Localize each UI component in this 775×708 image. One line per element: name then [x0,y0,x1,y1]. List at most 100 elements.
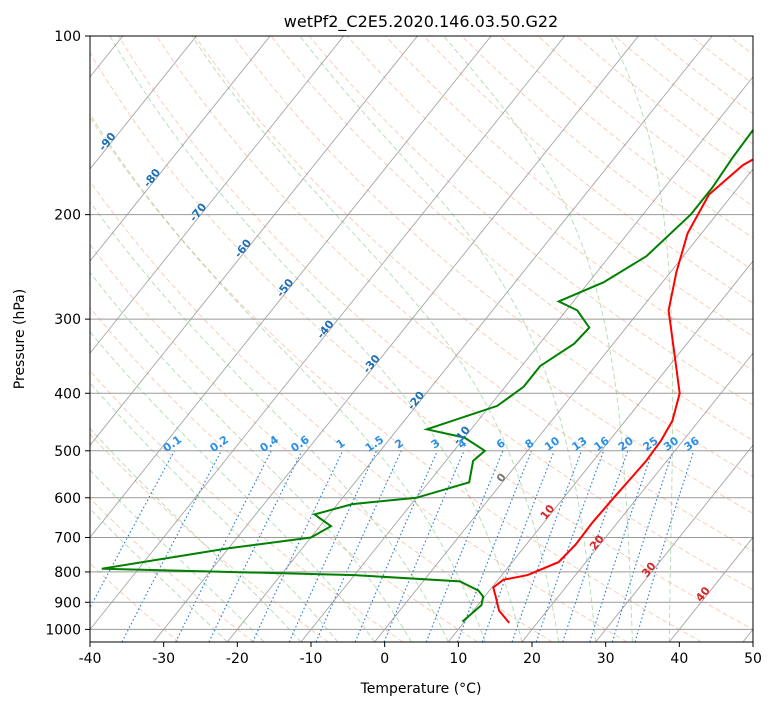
isotherm [374,168,753,642]
isotherm-label: 30 [639,559,659,579]
dry-adiabat [90,497,254,642]
isotherm [90,36,566,631]
mixing-ratio-line [315,450,402,642]
x-tick-label: 20 [523,651,541,667]
moist-adiabat [90,200,449,642]
mixing-ratio-label: 3 [429,436,443,451]
dry-adiabat [270,36,753,442]
dry-adiabat [499,36,753,239]
mixing-ratio-label: 2 [392,436,406,451]
x-axis-ticks: -40 -30 -20 -10 0 10 20 30 40 50 [79,642,762,667]
y-tick-label: 500 [54,444,81,460]
isotherm [90,36,197,170]
x-tick-label: 0 [380,651,389,667]
mixing-ratio-label: 0.4 [258,433,282,455]
moist-adiabat [191,36,560,642]
moist-adiabat [90,427,302,642]
isotherm [447,260,753,642]
moist-adiabat [443,36,633,642]
x-tick-label: -30 [152,651,175,667]
x-tick-label: 10 [449,651,467,667]
y-tick-label: 900 [54,595,81,611]
isotherm-label: -70 [187,200,210,224]
mixing-ratio-line [425,450,504,642]
dry-adiabat [767,36,775,642]
isotherm [90,36,418,446]
isotherm-label: -80 [141,166,164,190]
y-tick-label: 1000 [45,622,81,638]
dry-adiabat [90,306,478,642]
mixing-ratio-label: 1 [334,436,348,451]
moist-adiabat [299,36,597,642]
mixing-ratio-label: 1.5 [363,433,386,455]
dry-adiabat [308,36,753,406]
dry-adiabat [537,36,753,207]
y-axis-label: Pressure (hPa) [12,289,28,389]
isotherm-label: -30 [360,352,383,376]
isotherm-lines [90,36,753,642]
dry-adiabat [690,36,753,85]
mixing-ratio-line [589,450,654,642]
moist-adiabat [609,36,674,642]
sounding-series [101,128,753,624]
y-tick-label: 800 [54,565,81,581]
x-tick-label: 40 [670,651,688,667]
dry-adiabat [156,36,753,552]
dry-adiabats [90,36,775,642]
mixing-ratio-line [634,450,695,642]
isotherm [742,628,753,642]
pressure-gridlines [90,36,753,630]
isotherm [90,36,345,354]
x-tick-label: 30 [597,651,615,667]
dewpoint-line [101,128,753,623]
x-tick-label: -20 [226,651,249,667]
isotherm [668,536,753,642]
dry-adiabat [614,36,753,145]
isotherm-label: 40 [693,584,713,604]
moist-adiabat [90,271,412,642]
isotherm-label: 10 [538,502,558,522]
isotherm-label: 0 [494,470,509,484]
dry-adiabat [90,433,329,642]
moist-adiabat [109,36,523,642]
plot-area: -100-90-80-70-60-50-40-30-20-10010203040… [52,36,775,642]
dry-adiabat [90,116,702,642]
mixing-ratio-line [456,450,533,642]
isotherm [90,36,271,262]
y-tick-label: 700 [54,531,81,547]
dry-adiabat [461,36,753,271]
x-tick-label: -10 [300,651,323,667]
mixing-ratio-label: 6 [494,436,508,451]
mixing-ratio-line [562,450,629,642]
mixing-ratio-line [354,450,439,642]
y-tick-label: 400 [54,386,81,402]
isotherm [300,76,753,642]
dry-adiabat [90,180,628,642]
isotherm-label: -20 [405,389,428,413]
moist-adiabat [90,469,265,642]
dry-adiabat [194,36,753,515]
mixing-ratio-line [288,450,377,642]
y-axis-ticks: 100 200 300 400 500 600 700 800 900 1000 [45,29,90,638]
mixing-ratio-line [611,450,674,642]
temperature-line [492,158,753,624]
isotherm [226,36,713,642]
x-tick-label: -40 [79,651,102,667]
moist-adiabat [90,331,375,642]
mixing-ratio-label: 8 [523,436,537,451]
dry-adiabat [90,370,404,642]
dry-adiabat [575,36,753,176]
y-tick-label: 300 [54,312,81,328]
mixing-ratio-line [208,450,303,642]
mixing-ratio-labels: 0.1 0.2 0.4 0.6 1 1.5 2 3 4 6 8 10 13 16 20 25 30 36 [161,433,702,455]
isotherm [90,36,492,539]
mixing-ratio-line [535,450,605,642]
x-tick-label: 50 [744,651,762,667]
dry-adiabat [90,51,753,630]
isotherm-label: -50 [274,276,297,300]
mixing-ratio-label: 0.6 [288,433,312,455]
y-tick-label: 200 [54,208,81,224]
mixing-ratio-line [481,450,555,642]
isotherm-label: -100 [52,86,80,116]
y-tick-label: 100 [54,29,81,45]
